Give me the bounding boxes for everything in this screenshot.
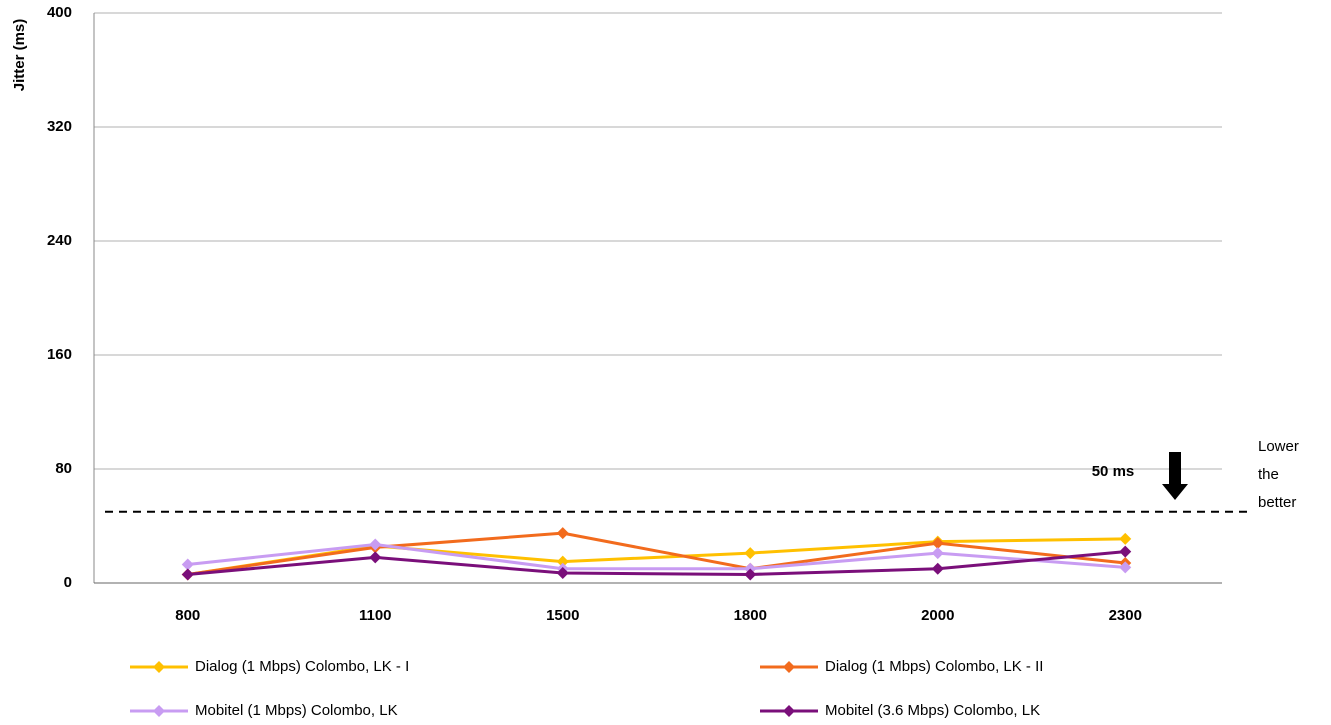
series-line bbox=[187, 531, 1126, 576]
legend-label: Mobitel (3.6 Mbps) Colombo, LK bbox=[825, 702, 1040, 719]
series-line bbox=[187, 543, 1126, 571]
marker bbox=[556, 555, 569, 568]
marker bbox=[744, 568, 757, 581]
y-tick-label: 160 bbox=[47, 346, 72, 363]
x-tick-label: 2300 bbox=[1109, 607, 1142, 624]
y-tick-label: 0 bbox=[64, 574, 72, 591]
x-tick-label: 2000 bbox=[921, 607, 954, 624]
y-tick-label: 240 bbox=[47, 232, 72, 249]
marker bbox=[369, 538, 382, 551]
y-axis-title: Jitter (ms) bbox=[11, 19, 28, 92]
marker bbox=[1119, 532, 1132, 545]
marker bbox=[181, 558, 194, 571]
marker bbox=[931, 537, 944, 550]
marker bbox=[181, 568, 194, 581]
marker bbox=[1119, 561, 1132, 574]
x-tick-label: 1500 bbox=[546, 607, 579, 624]
series-line bbox=[187, 550, 1126, 576]
marker bbox=[931, 562, 944, 575]
marker bbox=[744, 547, 757, 560]
legend-marker bbox=[153, 661, 165, 673]
legend-label: Mobitel (1 Mbps) Colombo, LK bbox=[195, 702, 398, 719]
marker bbox=[369, 551, 382, 564]
marker bbox=[556, 527, 569, 540]
x-tick-label: 800 bbox=[175, 607, 200, 624]
arrow bbox=[1162, 452, 1188, 500]
legend-marker bbox=[153, 705, 165, 717]
marker bbox=[931, 547, 944, 560]
legend-label: Dialog (1 Mbps) Colombo, LK - II bbox=[825, 658, 1043, 675]
y-tick-label: 400 bbox=[47, 4, 72, 21]
x-tick-label: 1100 bbox=[359, 607, 392, 624]
y-tick-label: 320 bbox=[47, 118, 72, 135]
x-tick-label: 1800 bbox=[734, 607, 767, 624]
legend-marker bbox=[783, 705, 795, 717]
y-tick-label: 80 bbox=[55, 460, 72, 477]
annotation: Lower bbox=[1258, 438, 1299, 455]
annotation: the bbox=[1258, 466, 1279, 483]
marker bbox=[1119, 545, 1132, 558]
marker bbox=[556, 567, 569, 580]
legend-marker bbox=[783, 661, 795, 673]
threshold-label: 50 ms bbox=[1092, 463, 1135, 480]
legend-label: Dialog (1 Mbps) Colombo, LK - I bbox=[195, 658, 409, 675]
annotation: better bbox=[1258, 494, 1296, 511]
